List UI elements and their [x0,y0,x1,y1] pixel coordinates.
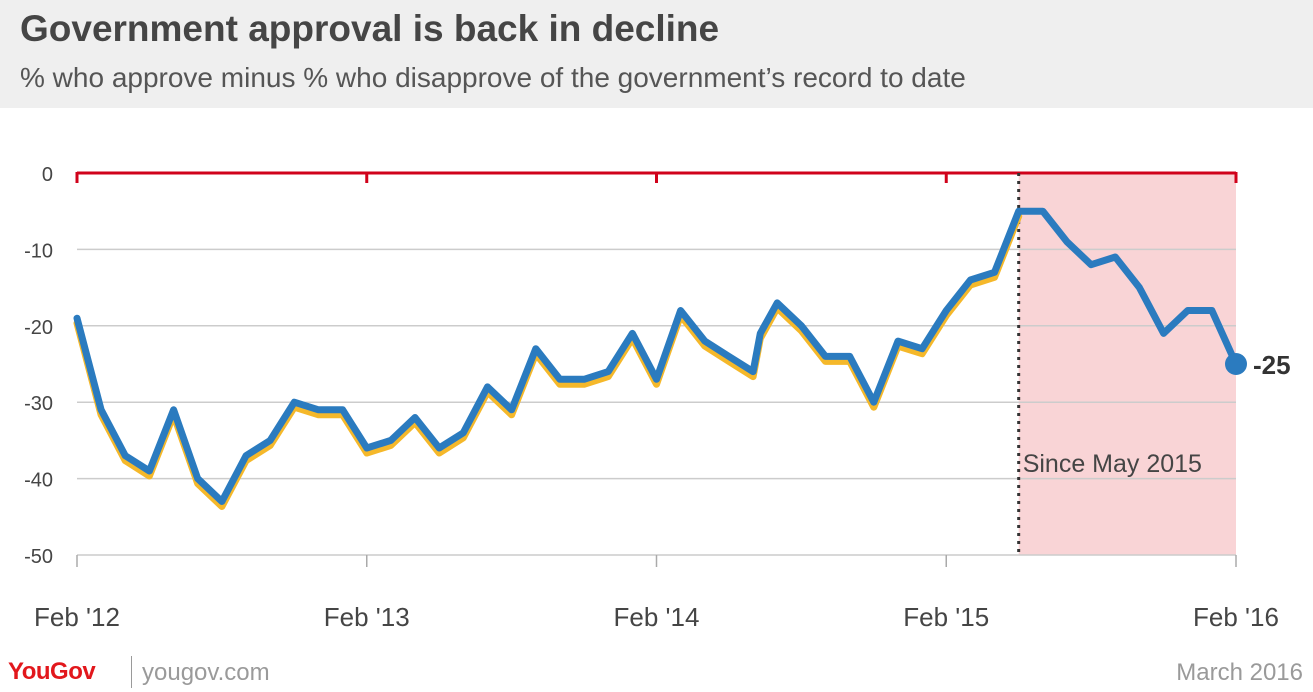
data-point [1137,286,1141,290]
data-point [461,431,465,435]
data-point [365,446,369,450]
y-axis-tick-labels: 0 -10 -20 -30 -40 -50 [24,164,53,568]
y-tick-label: -50 [24,546,53,568]
data-point [485,385,489,389]
shaded-region-label: Since May 2015 [1023,450,1202,478]
data-point [758,331,762,335]
y-tick-label: 0 [42,164,53,186]
data-point [896,339,900,343]
data-point [582,377,586,381]
data-point [1089,263,1093,267]
data-point [172,408,176,412]
data-point [1113,255,1117,259]
header: Government approval is back in decline %… [0,0,1313,108]
data-point [920,347,924,351]
data-point [123,454,127,458]
data-point [968,278,972,282]
data-point [244,454,248,458]
data-point [1186,309,1190,313]
x-axis-ticks: Feb '12 Feb '13 Feb '14 Feb '15 Feb '16 [34,172,1279,632]
data-point [775,301,779,305]
x-tick-label: Feb '16 [1193,602,1279,632]
data-point [341,408,345,412]
data-point [1017,209,1021,213]
data-point [606,370,610,374]
data-point [944,309,948,313]
data-point [558,377,562,381]
chart-subtitle: % who approve minus % who disapprove of … [20,62,966,93]
y-tick-label: -10 [24,240,53,262]
since-may-2015-region [1018,173,1236,555]
data-point [751,370,755,374]
data-point [630,331,634,335]
y-tick-label: -40 [24,470,53,492]
data-point [413,415,417,419]
data-point [510,408,514,412]
data-point [268,438,272,442]
data-point [1162,331,1166,335]
data-point [703,339,707,343]
line-chart: 0-10-20-30-40-50 Feb '12 Feb '13 Feb '14 Fe… [24,164,1291,632]
x-tick-label: Feb '13 [324,602,410,632]
data-point [727,354,731,358]
x-tick-label: Feb '12 [34,602,120,632]
footer-site: yougov.com [142,659,270,686]
data-point [292,400,296,404]
yougov-logo: YouGov [8,658,96,685]
data-point [679,309,683,313]
chart-title: Government approval is back in decline [20,8,720,49]
data-point [993,270,997,274]
data-point [389,438,393,442]
footer-date: March 2016 [1176,659,1303,686]
data-point [196,477,200,481]
data-point [75,316,79,320]
data-point [799,324,803,328]
x-tick-label: Feb '14 [614,602,700,632]
latest-value-marker [1225,353,1247,375]
data-point [220,500,224,504]
data-point [437,446,441,450]
y-tick-label: -30 [24,393,53,415]
data-point [534,347,538,351]
latest-value-label: -25 [1253,350,1291,380]
data-point [1210,309,1214,313]
data-point [1065,240,1069,244]
data-point [848,354,852,358]
data-point [655,377,659,381]
data-point [1041,209,1045,213]
data-point [316,408,320,412]
y-tick-label: -20 [24,317,53,339]
approval-line [73,207,1240,505]
x-tick-label: Feb '15 [903,602,989,632]
footer-separator [131,656,132,688]
data-point [872,400,876,404]
data-point [147,469,151,473]
data-point [824,354,828,358]
data-point [99,408,103,412]
